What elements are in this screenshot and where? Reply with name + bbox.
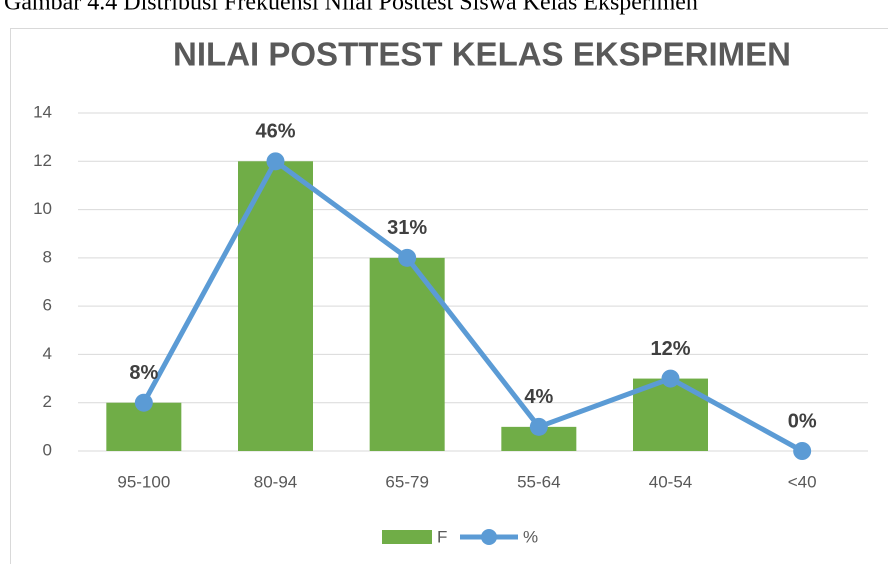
y-tick-label: 14: [33, 102, 52, 121]
data-label: 12%: [650, 338, 690, 360]
y-tick-label: 12: [33, 151, 52, 170]
caption: Gambar 4.4 Distribusi Frekuensi Nilai Po…: [4, 0, 698, 16]
data-label: 31%: [387, 217, 427, 239]
legend-swatch: [382, 530, 432, 544]
legend-marker: [481, 529, 497, 545]
x-tick-label: 40-54: [649, 472, 692, 491]
x-tick-label: 95-100: [117, 472, 170, 491]
x-tick-label: 80-94: [254, 472, 297, 491]
y-tick-label: 2: [43, 392, 52, 411]
marker: [266, 152, 285, 171]
data-label: 0%: [788, 410, 817, 432]
y-tick-label: 8: [43, 247, 52, 266]
marker: [134, 393, 153, 412]
marker: [661, 369, 680, 388]
line: [141, 158, 804, 454]
data-label: 8%: [129, 362, 158, 384]
x-tick-label: 65-79: [385, 472, 428, 491]
legend-label: %: [523, 527, 538, 546]
data-label: 46%: [255, 121, 295, 143]
marker: [529, 417, 548, 436]
marker: [398, 248, 417, 267]
x-tick-label: 55-64: [517, 472, 560, 491]
chart-title: NILAI POSTTEST KELAS EKSPERIMEN: [173, 36, 791, 73]
y-tick-label: 6: [43, 296, 52, 315]
marker: [793, 442, 812, 460]
legend-label: F: [437, 527, 447, 546]
y-tick-label: 10: [33, 199, 52, 218]
x-tick-label: <40: [788, 472, 817, 491]
y-tick-label: 0: [43, 440, 52, 459]
y-tick-label: 4: [43, 344, 52, 363]
bar: [369, 257, 445, 451]
data-label: 4%: [524, 386, 553, 408]
chart-frame: [10, 28, 888, 564]
